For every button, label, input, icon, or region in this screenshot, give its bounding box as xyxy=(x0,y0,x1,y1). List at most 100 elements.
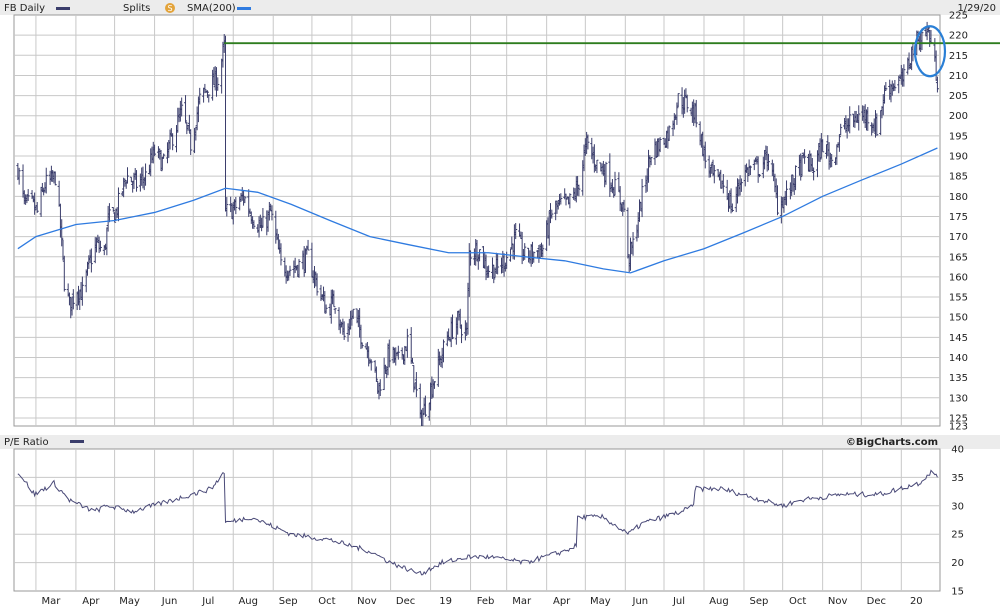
ohlc-bar xyxy=(712,165,716,184)
pe-swatch xyxy=(70,440,84,443)
ohlc-bar xyxy=(748,165,752,176)
ticker-swatch xyxy=(56,7,70,10)
x-tick-label: Dec xyxy=(867,596,886,607)
pe-y-tick-label: 20 xyxy=(951,558,964,569)
ohlc-bar xyxy=(775,185,779,216)
ohlc-bar xyxy=(794,165,798,191)
ohlc-bar xyxy=(857,105,861,131)
ohlc-bar xyxy=(541,244,545,258)
ohlc-bar xyxy=(730,203,734,213)
ohlc-bar xyxy=(830,153,834,168)
ohlc-bar xyxy=(234,196,238,215)
ohlc-bar xyxy=(622,199,626,212)
x-tick-label: Jun xyxy=(632,596,649,607)
ohlc-bar xyxy=(324,304,328,314)
ohlc-bar xyxy=(411,357,415,364)
x-tick-label: Apr xyxy=(82,596,100,607)
ohlc-bar xyxy=(694,99,698,128)
ohlc-bar xyxy=(902,64,906,87)
ohlc-bar xyxy=(323,291,327,314)
pe-panel xyxy=(13,448,941,592)
ohlc-bar xyxy=(111,207,115,212)
price-y-tick-label: 185 xyxy=(949,172,968,183)
ohlc-bar xyxy=(89,248,93,273)
ohlc-bar xyxy=(848,106,852,134)
ohlc-bar xyxy=(378,379,382,397)
price-y-tick-label: 130 xyxy=(949,393,968,404)
date-label: 1/29/20 xyxy=(957,3,996,14)
ohlc-bar xyxy=(577,184,581,197)
ohlc-bar xyxy=(703,141,707,169)
ohlc-bar xyxy=(171,133,175,151)
x-tick-label: Nov xyxy=(357,596,377,607)
ohlc-bar xyxy=(351,308,355,319)
ohlc-bar xyxy=(478,249,482,262)
ohlc-bar xyxy=(279,243,283,266)
sma-label: SMA(200) xyxy=(187,3,236,14)
ohlc-bar xyxy=(739,178,743,192)
ohlc-bar xyxy=(884,82,888,91)
price-y-tick-label: 175 xyxy=(949,212,968,223)
ohlc-bar xyxy=(658,137,662,153)
ohlc-bar xyxy=(387,339,391,368)
x-tick-label: Dec xyxy=(396,596,415,607)
ohlc-bar xyxy=(866,106,870,131)
header-band xyxy=(0,0,1000,15)
x-axis: Mar Apr May Jun Jul Aug Sep Oct Nov Dec 19 Feb Mar Ap… xyxy=(41,596,922,607)
brand-label: ©BigCharts.com xyxy=(846,437,938,448)
ohlc-bar xyxy=(369,359,373,371)
splits-icon-glyph: S xyxy=(167,4,172,13)
x-tick-label: 20 xyxy=(910,596,923,607)
x-tick-label: Sep xyxy=(750,596,769,607)
splits-icon xyxy=(165,3,175,13)
x-tick-label: Aug xyxy=(238,596,258,607)
ohlc-bar xyxy=(592,144,596,173)
ohlc-bar xyxy=(926,26,930,33)
price-y-tick-label: 170 xyxy=(949,232,968,243)
ohlc-bar xyxy=(71,289,75,310)
ohlc-bar xyxy=(207,94,211,103)
pe-label: P/E Ratio xyxy=(4,437,49,448)
ohlc-bar xyxy=(631,232,635,256)
ohlc-bar xyxy=(721,174,725,194)
ticker-label: FB Daily xyxy=(4,3,45,14)
ohlc-bar xyxy=(60,219,64,247)
x-tick-label: Mar xyxy=(41,596,61,607)
pe-y-tick-label: 15 xyxy=(951,587,964,598)
ohlc-bar xyxy=(189,129,193,155)
ohlc-bar xyxy=(333,308,337,314)
ohlc-bar xyxy=(803,149,807,164)
ohlc-bar xyxy=(595,159,599,174)
ohlc-bar xyxy=(342,321,346,340)
ohlc-bar xyxy=(135,170,139,192)
x-tick-label: Jul xyxy=(201,596,214,607)
ohlc-bar xyxy=(685,94,689,113)
ohlc-bar xyxy=(107,203,111,223)
ohlc-bar xyxy=(205,90,209,98)
price-y-tick-label: 165 xyxy=(949,252,968,263)
ohlc-bar xyxy=(586,134,590,150)
ohlc-bar xyxy=(270,205,274,221)
price-y-tick-label: 220 xyxy=(949,31,968,42)
ohlc-bar xyxy=(550,209,554,219)
pe-line xyxy=(17,469,938,576)
ohlc-bar xyxy=(180,97,184,117)
price-panel xyxy=(13,14,941,427)
x-tick-label: Mar xyxy=(512,596,532,607)
ohlc-bar xyxy=(116,187,120,222)
ohlc-bar xyxy=(153,144,157,157)
ohlc-bar xyxy=(496,253,500,275)
ohlc-bar xyxy=(875,113,879,136)
ohlc-bar xyxy=(510,236,514,250)
x-tick-label: 19 xyxy=(439,596,452,607)
ohlc-bar xyxy=(288,265,292,276)
ohlc-bar xyxy=(649,157,653,166)
ohlc-bar xyxy=(360,342,364,349)
price-y-tick-label: 145 xyxy=(949,333,968,344)
ohlc-bar xyxy=(243,195,247,204)
ohlc-bar xyxy=(420,409,423,426)
price-y-tick-label: 200 xyxy=(949,111,968,122)
ohlc-bar xyxy=(604,161,608,185)
x-tick-label: Jun xyxy=(161,596,178,607)
